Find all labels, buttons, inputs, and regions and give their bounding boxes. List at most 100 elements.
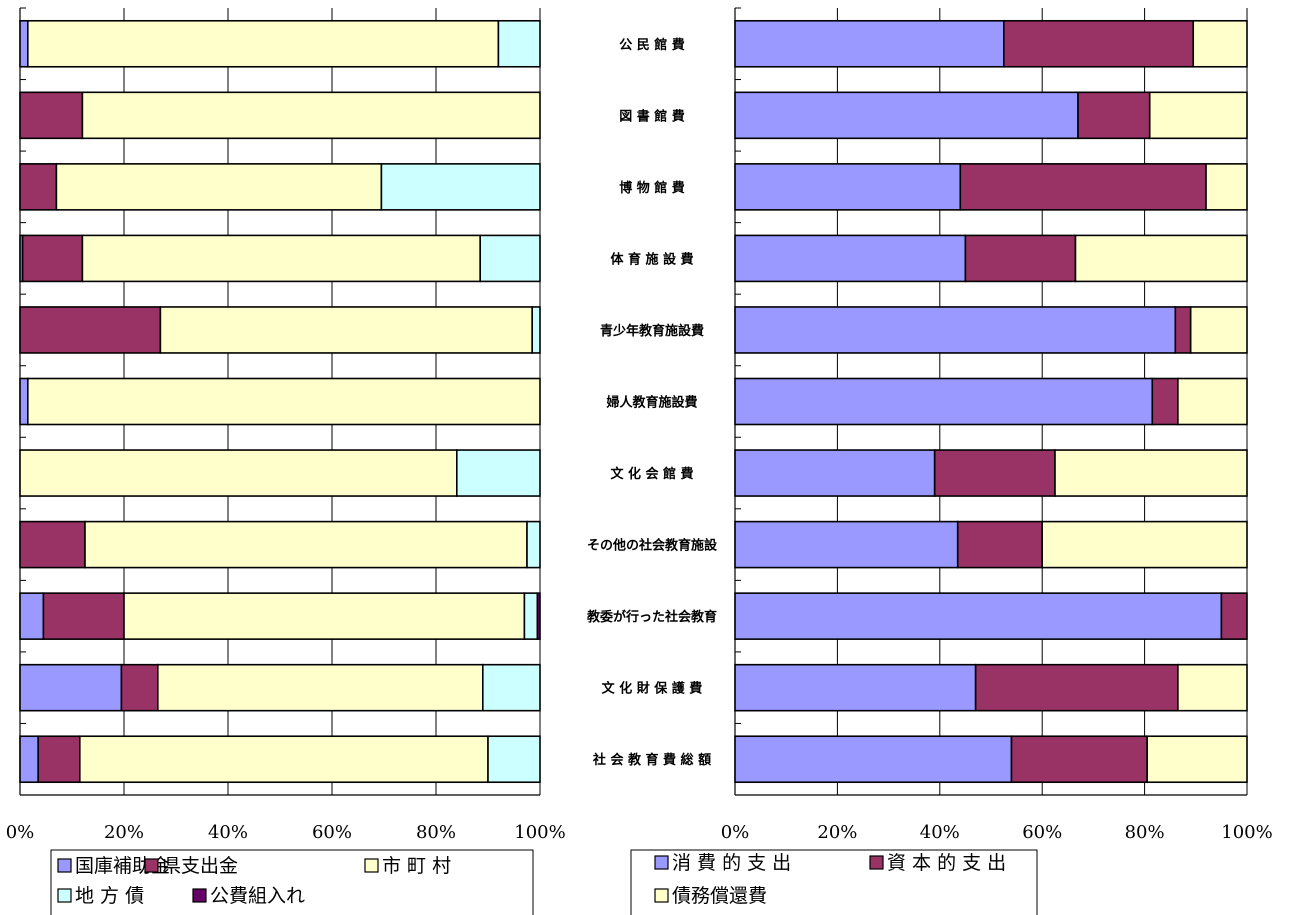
x-tick-label: 80% [416,822,456,843]
bar-segment [84,520,528,569]
legend-swatch [57,858,72,873]
category-label: 社 会 教 育 費 総 額 [592,752,711,768]
bar-segment [19,19,29,68]
legend-label: 市 町 村 [382,855,451,877]
bar-segment [1177,663,1248,712]
bar-segment [159,306,533,354]
bar-segment [1146,735,1248,784]
bar-segment [19,735,40,784]
category-label: 婦人教育施設費 [605,395,697,411]
x-tick-label: 0% [721,822,750,843]
bar-segment [964,234,1077,283]
bar-segment [81,91,541,140]
x-tick-label: 80% [1125,822,1165,843]
bar-segment [1177,377,1248,426]
bar-segment [19,377,29,426]
bar-segment [531,306,541,354]
bar-segment [734,234,967,283]
bar-segment [123,592,526,640]
bar-segment [19,663,123,712]
bar-segment [79,735,489,784]
bar-segment [481,663,541,712]
bar-segment [26,377,541,426]
bar-segment [536,592,541,640]
category-label: 図 書 館 費 [619,108,685,124]
legend-swatch [192,888,207,903]
panel-2: 0% 20% 40% 60% 80% 100% 消 費 的 支 出 資 本 的 支 出債務償還… [630,7,1273,915]
legend-label: 資 本 的 支 出 [887,852,1006,874]
bar-segment [1174,306,1192,354]
bar-segment [1074,234,1248,283]
panel-1: 0% 20% 40% 60% 80% 100%国庫補助金県支出金市 町 村地 方 債公費組… [6,7,566,915]
bar-segment [19,592,45,640]
category-label: 文 化 財 保 護 費 [602,681,703,697]
legend-swatch [654,855,669,870]
legend-label: 地 方 債 [75,885,144,907]
legend-swatch [57,888,72,903]
bar-segment [455,449,541,497]
bar-segment [974,663,1179,712]
bar-segment [734,663,977,712]
bar-segment [42,592,125,640]
bar-segment [933,449,1056,497]
bar-segment [120,663,159,712]
bar-segment [19,520,86,569]
bar-segment [1054,449,1248,497]
category-label: 公 民 館 費 [619,37,685,53]
bar-segment [523,592,539,640]
legend-label: 公費組入れ [210,885,305,907]
bar-segment [1192,19,1248,68]
bar-segment [956,520,1043,569]
bar-segment [157,663,484,712]
x-tick-label: 20% [104,822,144,843]
x-tick-label: 100% [1221,822,1272,843]
bar-segment [1220,592,1248,640]
bar-segment [959,163,1207,211]
bar-segment [1148,91,1248,140]
bar-segment [55,163,383,211]
bar-segment [19,163,58,211]
legend-label: 県支出金 [162,855,238,877]
bar-segment [19,306,162,354]
bar-segment [734,19,1005,68]
bar-segment [380,163,541,211]
bar-segment [479,234,541,283]
legend-swatch [364,858,379,873]
x-tick-label: 40% [208,822,248,843]
legend-label: 消 費 的 支 出 [672,852,791,874]
x-tick-label: 100% [514,822,565,843]
bar-segment [1041,520,1248,569]
category-label: 教委が行った社会教育 [586,609,717,625]
bar-segment [526,520,541,569]
bar-segment [19,91,84,140]
bar-segment [1002,19,1195,68]
x-tick-label: 60% [1022,822,1062,843]
bar-segment [19,449,458,497]
legend-swatch [144,858,159,873]
bar-segment [734,520,959,569]
bar-segment [81,234,481,283]
legend-swatch [869,855,884,870]
category-label: 青少年教育施設費 [600,323,704,339]
bar-segment [26,19,500,68]
bar-segment [1205,163,1248,211]
bar-segment [734,306,1177,354]
bar-segment [497,19,541,68]
category-label: 文 化 会 館 費 [610,466,693,482]
x-tick-label: 60% [312,822,352,843]
bar-segment [1189,306,1248,354]
x-tick-label: 20% [817,822,857,843]
x-tick-label: 0% [6,822,35,843]
bar-segment [487,735,541,784]
legend-label: 債務償還費 [672,885,767,907]
bar-segment [734,377,1154,426]
bar-segment [734,592,1223,640]
bar-segment [37,735,81,784]
bar-segment [734,735,1013,784]
legend-swatch [654,888,669,903]
bar-segment [734,449,936,497]
bar-segment [734,91,1079,140]
bar-segment [734,163,962,211]
category-label: その他の社会教育施設 [587,538,718,554]
bar-segment [1010,735,1148,784]
